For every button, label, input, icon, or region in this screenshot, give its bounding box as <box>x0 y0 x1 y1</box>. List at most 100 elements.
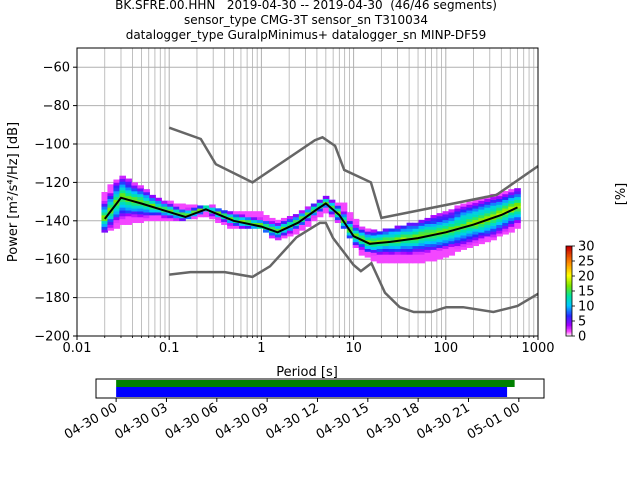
psd-cell <box>514 205 521 209</box>
psd-cell <box>508 194 515 199</box>
psd-cell <box>388 234 396 238</box>
psd-cell <box>352 221 360 225</box>
psd-cell <box>215 216 222 221</box>
psd-cell <box>466 218 473 223</box>
psd-cell <box>370 235 378 239</box>
psd-cell <box>388 231 396 235</box>
psd-cell <box>424 240 432 245</box>
psd-cell <box>346 226 354 230</box>
psd-cell <box>298 210 306 214</box>
psd-cell <box>436 230 444 234</box>
psd-cell <box>388 237 396 241</box>
psd-cell <box>149 212 156 216</box>
psd-cell <box>484 227 491 231</box>
colorbar-segment <box>566 249 572 251</box>
psd-cell <box>490 222 497 226</box>
psd-cell <box>400 234 408 238</box>
psd-cell <box>298 224 306 228</box>
psd-cell <box>370 229 378 233</box>
psd-cell <box>442 242 450 247</box>
psd-cell <box>107 221 115 225</box>
psd-cell <box>155 217 162 222</box>
psd-cell <box>239 225 246 229</box>
psd-cell <box>502 208 509 212</box>
psd-cell <box>436 216 444 220</box>
psd-cell <box>352 218 360 223</box>
psd-cell <box>460 220 467 224</box>
psd-cell <box>478 203 485 207</box>
colorbar-segment <box>566 307 572 310</box>
psd-cell <box>490 214 497 218</box>
psd-cell <box>382 242 390 247</box>
psd-cell <box>119 216 126 220</box>
psd-cell <box>370 243 378 248</box>
psd-cell <box>394 237 402 241</box>
psd-cell <box>143 197 150 201</box>
psd-cell <box>430 246 438 250</box>
psd-cell <box>101 206 109 210</box>
psd-cell <box>430 252 438 256</box>
psd-cell <box>209 204 216 208</box>
psd-cell <box>346 223 354 227</box>
psd-cell <box>478 238 485 242</box>
psd-cell <box>292 225 300 229</box>
psd-cell <box>490 237 497 241</box>
psd-cell <box>137 219 144 224</box>
psd-cell <box>508 206 515 210</box>
psd-cell <box>406 225 414 229</box>
psd-cell <box>448 240 456 245</box>
psd-cell <box>436 250 444 254</box>
psd-cell <box>274 237 282 241</box>
psd-cell <box>436 221 444 225</box>
colorbar-segment <box>566 261 572 263</box>
psd-cell <box>304 220 312 224</box>
psd-cell <box>310 215 318 219</box>
psd-cell <box>239 214 246 218</box>
psd-cell <box>508 215 515 219</box>
psd-cell <box>424 229 432 233</box>
psd-cell <box>119 198 126 202</box>
psd-cell <box>478 200 485 204</box>
psd-cell <box>448 235 456 239</box>
psd-heatmap <box>101 175 521 264</box>
psd-cell <box>125 218 132 223</box>
psd-cell <box>394 260 402 264</box>
psd-cell <box>472 231 479 235</box>
psd-cell <box>430 235 438 239</box>
psd-cell <box>352 241 360 246</box>
psd-cell <box>125 204 132 208</box>
noise-model-low <box>169 221 539 314</box>
psd-cell <box>436 253 444 257</box>
psd-cell <box>227 222 234 226</box>
psd-cell <box>155 212 162 216</box>
psd-cell <box>418 245 426 249</box>
psd-cell <box>191 207 198 211</box>
psd-cell <box>376 240 384 244</box>
psd-cell <box>274 225 282 229</box>
psd-cell <box>107 216 115 220</box>
psd-cell <box>454 205 462 209</box>
psd-cell <box>442 251 450 255</box>
psd-cell <box>149 203 156 207</box>
psd-cell <box>436 213 444 217</box>
psd-cell <box>125 190 132 194</box>
psd-cell <box>466 227 473 231</box>
psd-cell <box>382 237 390 241</box>
colorbar-tick-label: 20 <box>578 270 595 285</box>
psd-cell <box>472 202 479 206</box>
psd-cell <box>304 209 312 213</box>
psd-cell <box>227 214 234 218</box>
psd-cell <box>346 215 354 219</box>
psd-cell <box>143 206 150 210</box>
psd-cell <box>358 232 366 236</box>
psd-cell <box>149 215 156 219</box>
psd-cell <box>292 214 300 218</box>
psd-cell <box>496 233 503 237</box>
psd-cell <box>364 231 372 235</box>
psd-cell <box>430 243 438 248</box>
psd-cell <box>209 213 216 217</box>
colorbar-segment <box>566 264 572 266</box>
psd-cell <box>466 221 473 225</box>
chart-title-line-2: sensor_type CMG-3T sensor_sn T310034 <box>183 13 429 27</box>
psd-cell <box>328 214 336 218</box>
